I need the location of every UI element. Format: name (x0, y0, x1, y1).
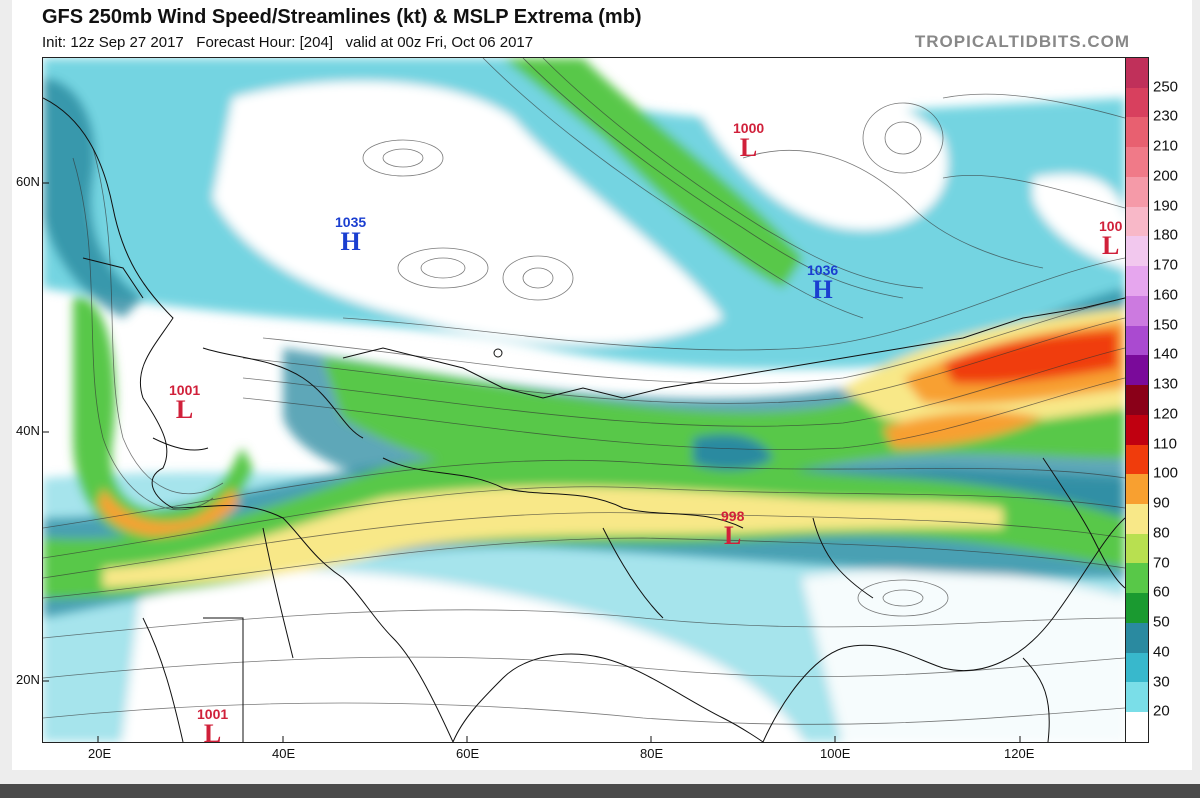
colorbar-segment (1126, 355, 1148, 386)
colorbar-label: 200 (1153, 167, 1179, 185)
pressure-value: 1001 (197, 706, 229, 722)
colorbar-label: 40 (1153, 643, 1170, 661)
colorbar-segment (1126, 682, 1148, 713)
colorbar-label: 250 (1153, 78, 1179, 96)
colorbar-label: 30 (1153, 673, 1170, 691)
colorbar-label: 50 (1153, 613, 1170, 631)
colorbar-label: 110 (1153, 435, 1177, 453)
colorbar-segment (1126, 474, 1148, 505)
chart-title: GFS 250mb Wind Speed/Streamlines (kt) & … (42, 6, 642, 28)
pressure-value: 1001 (169, 382, 201, 398)
pressure-value: 100 (1099, 218, 1123, 234)
colorbar-segment (1126, 652, 1148, 683)
colorbar-segment (1126, 385, 1148, 415)
lon-label-60e: 60E (456, 746, 480, 761)
colorbar-label: 230 (1153, 107, 1179, 125)
colorbar-label: 150 (1153, 316, 1179, 334)
pressure-high-1036: 1036 H (807, 262, 839, 304)
colorbar-label: 160 (1153, 286, 1179, 304)
pressure-symbol: L (1102, 231, 1120, 260)
colorbar-segment (1126, 504, 1148, 534)
colorbar-segment (1126, 325, 1148, 356)
grid-ticks (43, 182, 1021, 742)
pressure-value: 998 (721, 508, 745, 524)
coastlines (43, 97, 1125, 742)
wind-map: 1035 H 1036 H 1000 L 1001 L 998 L 1001 L… (42, 57, 1126, 743)
colorbar-label: 70 (1153, 554, 1170, 572)
pressure-symbol: L (724, 521, 742, 550)
pressure-low-1001-south: 1001 L (197, 706, 229, 743)
colorbar-label: 170 (1153, 256, 1179, 274)
pressure-symbol: L (739, 133, 758, 162)
colorbar-segment (1126, 533, 1148, 564)
pressure-low-998: 998 L (721, 508, 745, 550)
pressure-high-1035: 1035 H (335, 214, 367, 256)
colorbar-segment (1126, 147, 1148, 177)
colorbar-label: 180 (1153, 226, 1179, 244)
pressure-symbol: L (175, 395, 194, 424)
chart-subtitle: Init: 12z Sep 27 2017 Forecast Hour: [20… (42, 34, 534, 51)
colorbar-segment (1126, 117, 1148, 148)
brand-watermark: TROPICALTIDBITS.COM (914, 32, 1130, 51)
pressure-low-edge: 100 L (1099, 218, 1123, 260)
lon-label-40e: 40E (272, 746, 296, 761)
colorbar-segment (1126, 622, 1148, 653)
lon-label-20e: 20E (88, 746, 112, 761)
lat-label-60n: 60N (16, 174, 40, 189)
colorbar-label: 100 (1153, 464, 1179, 482)
pressure-value: 1035 (335, 214, 367, 230)
pressure-symbol: H (340, 227, 361, 256)
wind-speed-colorbar (1125, 57, 1149, 743)
pressure-symbol: H (812, 275, 833, 304)
pressure-low-1001-north: 1001 L (169, 382, 201, 424)
colorbar-label: 90 (1153, 494, 1170, 512)
colorbar-label: 20 (1153, 702, 1170, 720)
colorbar-segment (1126, 58, 1148, 88)
colorbar-segment (1126, 563, 1148, 594)
lon-label-100e: 100E (820, 746, 851, 761)
lat-label-40n: 40N (16, 423, 40, 438)
colorbar-segment (1126, 206, 1148, 237)
colorbar-segment (1126, 236, 1148, 267)
lon-label-120e: 120E (1004, 746, 1035, 761)
colorbar-label: 120 (1153, 405, 1179, 423)
colorbar-segment (1126, 593, 1148, 623)
pressure-symbol: L (203, 719, 222, 743)
pressure-low-1000: 1000 L (733, 120, 765, 162)
bottom-bar (0, 784, 1200, 798)
wind-map-svg (43, 58, 1125, 742)
colorbar-segment (1126, 176, 1148, 207)
colorbar-label: 140 (1153, 345, 1179, 363)
colorbar-segment (1126, 87, 1148, 118)
colorbar-segment (1126, 712, 1148, 742)
colorbar-segment (1126, 444, 1148, 475)
colorbar-segment (1126, 295, 1148, 326)
colorbar-label: 190 (1153, 197, 1179, 215)
lat-label-20n: 20N (16, 672, 40, 687)
pressure-value: 1036 (807, 262, 839, 278)
colorbar-label: 210 (1153, 137, 1179, 155)
streamlines (43, 58, 1125, 725)
lon-label-80e: 80E (640, 746, 664, 761)
pressure-value: 1000 (733, 120, 765, 136)
colorbar-label: 60 (1153, 583, 1170, 601)
colorbar-segment (1126, 266, 1148, 296)
wind-speed-shading (43, 58, 1125, 742)
colorbar-label: 80 (1153, 524, 1170, 542)
colorbar-label: 130 (1153, 375, 1179, 393)
colorbar-segment (1126, 414, 1148, 445)
